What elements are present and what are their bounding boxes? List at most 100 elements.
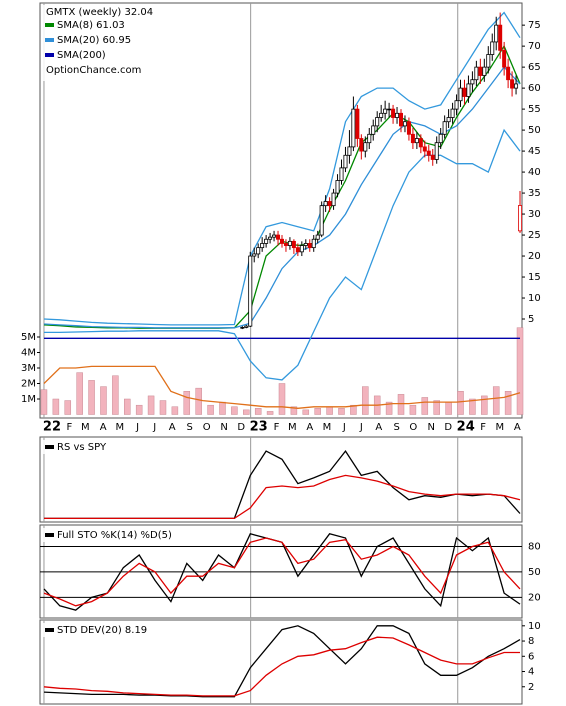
candle-body [506, 66, 511, 81]
volume-bar [195, 387, 202, 415]
legend-background [42, 623, 172, 637]
candle-body [307, 243, 312, 249]
volume-bar [219, 401, 226, 415]
candle-body [502, 49, 507, 68]
candle-body [272, 234, 277, 238]
y-tick-label: 4 [528, 667, 534, 678]
y-tick-label: 75 [528, 20, 541, 31]
y-tick-label: 10 [528, 621, 541, 632]
volume-bar [362, 386, 369, 415]
x-tick-label: A [169, 422, 176, 433]
y-tick-label: 30 [528, 209, 541, 220]
candle-body [276, 234, 281, 240]
legend-swatch [45, 445, 54, 449]
y-tick-label: 55 [528, 104, 541, 115]
x-tick-label: A [375, 422, 382, 433]
series-line [43, 537, 521, 607]
candle-body [311, 238, 316, 249]
candle-body [331, 192, 336, 207]
candle-body [319, 205, 324, 236]
y-tick-label: 80 [528, 541, 541, 552]
candle-body [434, 142, 439, 160]
volume-bar [183, 391, 191, 415]
volume-bar [516, 327, 524, 415]
y-tick-label: 70 [528, 41, 541, 52]
candle-body [260, 243, 265, 249]
panel-frame [39, 619, 523, 705]
candle-body [291, 240, 296, 249]
x-tick-label: O [203, 422, 211, 433]
candle-body [371, 125, 376, 135]
x-tick-label: 22 [43, 420, 61, 435]
y-tick-label: 50 [528, 125, 541, 136]
candle-body [510, 79, 515, 89]
candle-body [343, 154, 348, 169]
x-tick-label: F [67, 422, 73, 433]
candle-body [283, 243, 288, 246]
volume-average [43, 365, 521, 409]
volume-bar [302, 409, 310, 415]
legend-background [42, 528, 172, 542]
volume-tick-label: 5M [21, 332, 36, 343]
candle-body [244, 325, 249, 328]
volume-bar [338, 408, 345, 415]
volume-bar [278, 383, 286, 415]
candle-body [295, 247, 300, 253]
volume-bar [207, 404, 214, 415]
candle-body [482, 66, 487, 76]
volume-bar [433, 400, 440, 415]
volume-bar [266, 411, 274, 415]
y-tick-label: 8 [528, 636, 534, 647]
watermark: OptionChance.com [46, 65, 141, 76]
chart-title: STD DEV(20) 8.19 [57, 625, 147, 636]
candle-body [422, 146, 427, 152]
candle-body [391, 108, 396, 118]
x-tick-label: A [514, 422, 521, 433]
volume-tick-label: 2M [21, 379, 36, 390]
volume-bar [326, 406, 333, 415]
legend-label: SMA(20) 60.95 [57, 35, 131, 46]
series-line [43, 625, 521, 698]
candle-body [367, 133, 372, 144]
candle-body [478, 66, 483, 76]
volume-bar [350, 404, 357, 415]
volume-bar [64, 400, 72, 415]
candle-body [264, 238, 269, 244]
legend-swatch [45, 23, 54, 27]
candle-body [414, 138, 419, 144]
x-tick-label: F [274, 422, 280, 433]
chart-title: Full STO %K(14) %D(5) [57, 530, 172, 541]
candle-body [347, 146, 352, 156]
volume-bar [397, 394, 405, 415]
y-tick-label: 20 [528, 251, 541, 262]
volume-bar [492, 386, 500, 415]
candle-body [430, 154, 435, 160]
volume-bar [112, 375, 119, 415]
candle-body [470, 79, 475, 85]
legend-background [42, 440, 172, 454]
x-tick-label: S [394, 422, 400, 433]
candle-body [240, 327, 245, 329]
chart-title: RS vs SPY [57, 442, 107, 453]
series-line [44, 474, 521, 520]
candle-body [355, 108, 360, 139]
volume-bar [88, 380, 95, 415]
volume-bar [135, 404, 143, 415]
candle-body [402, 121, 407, 127]
candle-body [466, 83, 471, 97]
x-tick-label: N [220, 422, 227, 433]
volume-bar [159, 400, 167, 415]
y-tick-label: 6 [528, 651, 534, 662]
candle-body [458, 87, 463, 102]
candle-body [287, 240, 292, 246]
volume-bar [409, 404, 417, 415]
candle-body [303, 243, 308, 246]
volume-bar [76, 372, 83, 415]
candle-body [256, 247, 261, 255]
volume-bar [469, 398, 476, 415]
candle-body [351, 108, 356, 148]
candle-body [315, 234, 320, 240]
legend-label: SMA(200) [57, 50, 106, 61]
